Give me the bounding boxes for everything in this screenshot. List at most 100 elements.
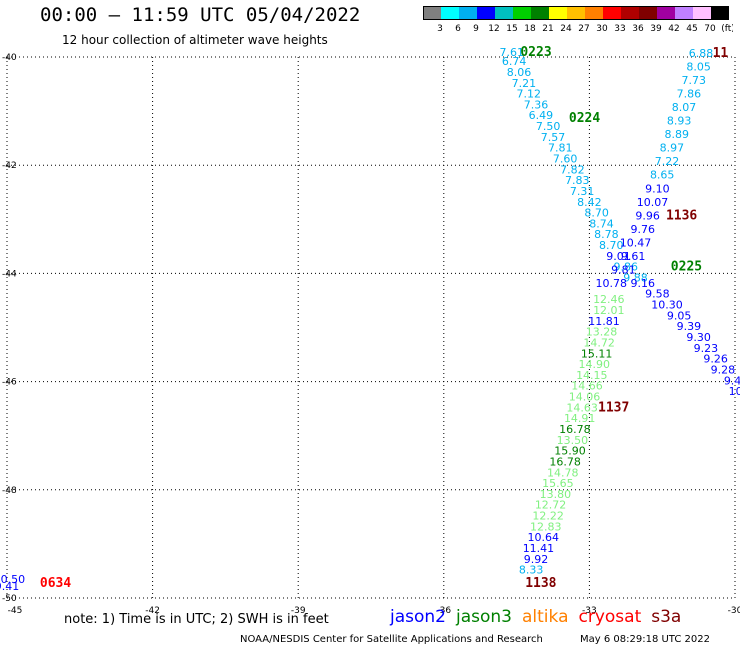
legend-jason3: jason3: [456, 607, 512, 627]
latitude-tick-label: -40: [2, 53, 17, 63]
color-scale-label: 24: [560, 24, 572, 33]
wave-height-value: 9.39: [677, 320, 702, 333]
wave-height-value: 9.92: [524, 553, 549, 566]
legend-altika: altika: [522, 607, 569, 627]
wave-height-value: 6.74: [502, 55, 527, 68]
wave-height-value: 9.28: [711, 363, 736, 376]
color-swatch: [675, 6, 693, 20]
wave-height-value: 8.70: [599, 239, 624, 252]
color-scale-label: 39: [650, 24, 662, 33]
footer-note: note: 1) Time is in UTC; 2) SWH is in fe…: [64, 612, 329, 627]
wave-height-value: 14.78: [547, 466, 579, 479]
wave-height-value: 10.64: [528, 531, 560, 544]
wave-height-value: 7.36: [524, 98, 549, 111]
wave-height-value: 14.72: [583, 336, 615, 349]
map-title: 00:00 — 11:59 UTC 05/04/2022: [40, 4, 361, 26]
color-swatch: [459, 6, 477, 20]
wave-height-value: 8.06: [507, 66, 532, 79]
wave-height-value: 10.50: [0, 573, 25, 586]
credit-text: NOAA/NESDIS Center for Satellite Applica…: [240, 634, 543, 645]
legend-s3a: s3a: [651, 607, 682, 627]
pass-time-label: 1138: [525, 576, 556, 591]
wave-height-value: 8.93: [667, 115, 692, 128]
latitude-tick-label: -42: [2, 161, 17, 171]
wave-height-value: 7.57: [541, 131, 566, 144]
wave-height-value: 8.42: [577, 196, 602, 209]
wave-height-value: 9.58: [645, 288, 670, 301]
wave-height-value: 10.30: [651, 299, 683, 312]
wave-height-value: 7.82: [560, 163, 585, 176]
color-scale-bar: [423, 6, 729, 20]
wave-height-value: 15.90: [554, 445, 586, 458]
wave-height-value: 14.63: [566, 401, 598, 414]
wave-height-value: 8.78: [594, 228, 619, 241]
wave-height-value: 14.91: [564, 412, 596, 425]
wave-height-value: 6.88: [689, 47, 714, 60]
wave-height-value: 13.80: [540, 488, 572, 501]
color-scale-label: 30: [596, 24, 608, 33]
wave-height-value: 14.06: [569, 391, 601, 404]
wave-height-value: 8.65: [650, 169, 675, 182]
color-swatch: [513, 6, 531, 20]
wave-height-value: 6.49: [529, 109, 554, 122]
color-swatch: [423, 6, 441, 20]
longitude-tick-label: -39: [291, 606, 306, 616]
color-scale-label: 6: [455, 24, 461, 33]
color-swatch: [657, 6, 675, 20]
longitude-tick-label: -33: [582, 606, 597, 616]
color-scale-label: 12: [488, 24, 499, 33]
pass-time-label: 11: [713, 46, 729, 61]
color-swatch: [531, 6, 549, 20]
wave-height-value: 7.50: [536, 120, 561, 133]
color-swatch: [621, 6, 639, 20]
wave-height-value: 12.72: [535, 499, 567, 512]
color-swatch: [603, 6, 621, 20]
wave-height-value: 10.47: [620, 236, 652, 249]
wave-height-value: 13.50: [557, 434, 589, 447]
longitude-tick-label: -45: [8, 606, 23, 616]
wave-height-value: 10.: [729, 385, 740, 398]
wave-height-value: 8.97: [660, 142, 685, 155]
wave-height-value: 14.66: [571, 380, 603, 393]
longitude-tick-label: -42: [145, 606, 160, 616]
pass-time-label: 0223: [520, 45, 551, 60]
color-scale-label: 3: [437, 24, 443, 33]
wave-height-value: 7.22: [655, 155, 680, 168]
wave-height-value: 14.15: [576, 369, 608, 382]
legend-jason2: jason2: [390, 607, 446, 627]
wave-height-value: 8.89: [665, 128, 690, 141]
pass-time-label: 0634: [40, 576, 71, 591]
legend-cryosat: cryosat: [578, 607, 642, 627]
color-swatch: [585, 6, 603, 20]
color-swatch: [477, 6, 495, 20]
color-swatch: [495, 6, 513, 20]
color-scale-label: 9: [473, 24, 479, 33]
wave-height-value: 9.96: [635, 209, 660, 222]
latitude-tick-label: -50: [2, 594, 17, 604]
wave-height-value: 8.05: [686, 61, 711, 74]
wave-height-value: 7.60: [553, 152, 578, 165]
pass-time-label: 0225: [671, 260, 702, 275]
wave-height-value: 9.81: [611, 263, 636, 276]
longitude-tick-label: -30: [728, 606, 740, 616]
wave-height-value: 7.86: [677, 88, 702, 101]
wave-height-value: 9.05: [667, 309, 692, 322]
wave-height-value: 14.90: [579, 358, 611, 371]
wave-height-value: 7.73: [681, 74, 706, 87]
wave-height-value: 12.01: [593, 304, 625, 317]
latitude-tick-label: -46: [2, 378, 17, 388]
wave-height-value: 7.21: [512, 77, 537, 90]
latitude-tick-label: -44: [2, 269, 17, 279]
color-scale-label: 70: [704, 24, 716, 33]
color-swatch: [549, 6, 567, 20]
wave-height-value: 16.78: [559, 423, 591, 436]
wave-height-value: 9.86: [614, 261, 639, 274]
color-scale-label: 36: [632, 24, 644, 33]
pass-time-label: 1136: [666, 208, 697, 223]
wave-height-value: 8.70: [584, 207, 609, 220]
wave-height-value: 7.31: [570, 185, 595, 198]
wave-height-value: 9.16: [631, 277, 656, 290]
latitude-tick-label: -48: [2, 486, 17, 496]
